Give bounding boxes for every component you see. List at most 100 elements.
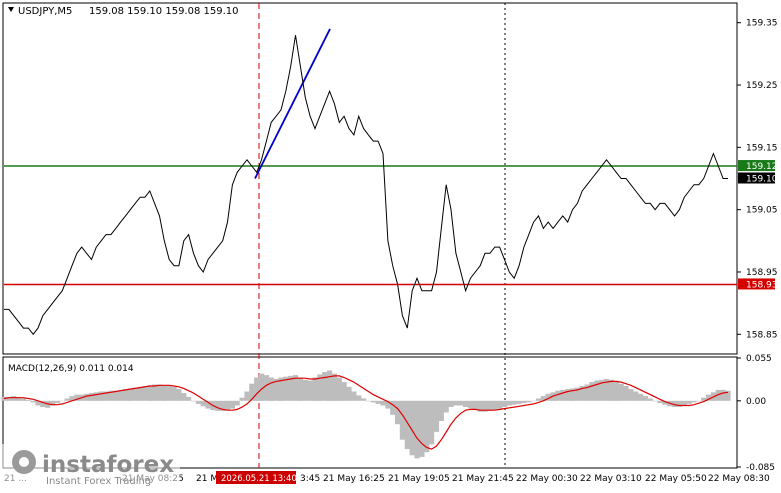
macd-histogram-bar xyxy=(560,389,566,401)
time-axis-label: 21 May 16:25 xyxy=(323,474,385,484)
macd-histogram-bar xyxy=(482,400,488,412)
macd-histogram-bar xyxy=(701,397,707,401)
macd-histogram-bar xyxy=(35,400,41,406)
macd-histogram-bar xyxy=(69,396,75,401)
price-panel-frame xyxy=(2,2,738,355)
macd-histogram-bar xyxy=(103,391,109,401)
macd-histogram-bar xyxy=(195,400,201,404)
macd-histogram-bar xyxy=(429,400,435,445)
macd-histogram-bar xyxy=(16,396,22,401)
macd-histogram-bar xyxy=(171,386,177,401)
macd-histogram-bar xyxy=(516,400,522,404)
macd-histogram-bar xyxy=(628,389,634,401)
instaforex-logo: instaforex Instant Forex Trading xyxy=(0,444,180,489)
axis-layer: 159.35 159.25 159.15 159.05 158.95 158.85 159.… xyxy=(4,19,778,484)
macd-histogram-bar xyxy=(487,400,493,411)
macd-histogram-bar xyxy=(637,393,644,401)
macd-histogram-bar xyxy=(652,400,658,402)
time-axis-label: 21 May 19:05 xyxy=(388,474,450,484)
macd-histogram-bar xyxy=(672,400,678,407)
macd-histogram-bar xyxy=(239,397,245,401)
macd-histogram-bar xyxy=(283,376,289,401)
macd-histogram-bar xyxy=(288,375,294,401)
logo-mark-inner-icon xyxy=(19,457,29,467)
macd-histogram-bar xyxy=(633,391,639,401)
macd-histogram-bar xyxy=(540,396,546,401)
resistance-price-badge-bg xyxy=(738,160,775,172)
price-axis-label: 159.35 xyxy=(746,19,778,29)
macd-histogram-bar xyxy=(594,380,600,401)
macd-histogram-bar xyxy=(642,396,648,401)
macd-histogram-bar xyxy=(618,383,624,401)
macd-histogram-bar xyxy=(399,400,405,440)
macd-histogram-bar xyxy=(307,380,313,401)
symbol-menu-arrow-icon[interactable] xyxy=(8,7,14,12)
support-price-badge-bg xyxy=(738,278,775,290)
price-axis-label: 159.05 xyxy=(746,206,778,216)
macd-histogram-bar xyxy=(472,400,478,411)
macd-histogram-bar xyxy=(176,389,182,401)
macd-histogram-bar xyxy=(569,388,576,401)
macd-histogram-bar xyxy=(88,393,95,401)
macd-histogram-bar xyxy=(351,391,357,401)
macd-histogram-bar xyxy=(25,400,31,401)
macd-histogram-bar xyxy=(317,374,323,401)
resistance-price-badge: 159.12 xyxy=(746,162,778,172)
macd-histogram-bar xyxy=(302,379,308,401)
crosshair-time-badge: 2026.05.21 13:40 xyxy=(221,474,297,484)
macd-histogram-bar xyxy=(603,379,610,401)
macd-histogram-bar xyxy=(477,400,483,412)
macd-histogram-bar xyxy=(278,377,284,401)
macd-histogram-bar xyxy=(375,400,381,404)
current-price-badge-bg xyxy=(738,172,775,184)
macd-axis-label: -0.085 xyxy=(746,463,775,473)
macd-histogram-bar xyxy=(511,400,517,405)
macd-histogram-bar xyxy=(113,390,119,401)
macd-histogram-bar xyxy=(93,392,99,401)
macd-histogram-bar xyxy=(258,373,265,401)
macd-histogram-bar xyxy=(50,400,56,406)
macd-histogram-bar xyxy=(346,386,352,401)
macd-histogram-bar xyxy=(531,400,537,402)
macd-histogram-bar xyxy=(390,400,396,415)
macd-histogram-bar xyxy=(181,393,187,401)
macd-histogram-bar xyxy=(657,400,663,404)
macd-histogram-bar xyxy=(565,389,571,401)
macd-histogram-bar xyxy=(623,386,629,401)
macd-histogram-bar xyxy=(244,391,250,401)
macd-histogram-bar xyxy=(506,400,512,406)
macd-histogram-bar xyxy=(186,396,192,401)
macd-histogram-bar xyxy=(448,400,454,407)
macd-histogram-bar xyxy=(467,400,474,409)
macd-histogram-bar xyxy=(229,400,235,409)
macd-histogram-bar xyxy=(118,389,124,401)
macd-histogram-bar xyxy=(589,382,595,401)
macd-histogram-bar xyxy=(205,400,211,409)
macd-histogram-bar xyxy=(200,400,206,407)
macd-histogram-bar xyxy=(574,387,580,401)
macd-histogram-bar xyxy=(720,389,726,401)
macd-histogram-bar xyxy=(526,400,532,403)
macd-histogram-bar xyxy=(268,377,274,401)
macd-histogram-bar xyxy=(438,400,444,421)
macd-histogram-bar xyxy=(84,393,90,401)
current-price-badge: 159.10 xyxy=(746,175,778,185)
macd-histogram-bar xyxy=(74,394,80,401)
macd-histogram-bar xyxy=(662,400,668,405)
macd-histogram-bar xyxy=(122,389,129,401)
price-axis-label: 158.85 xyxy=(746,330,778,340)
macd-histogram-bar xyxy=(613,381,619,401)
macd-histogram-bar xyxy=(220,400,226,411)
macd-histogram-bar xyxy=(676,400,682,407)
macd-histogram-bar xyxy=(681,400,687,406)
support-price-badge: 158.93 xyxy=(746,280,778,290)
time-axis-label: 21 M xyxy=(196,474,218,484)
macd-histogram-bar xyxy=(453,400,459,406)
macd-histogram-bar xyxy=(297,377,303,401)
macd-histogram-bar xyxy=(647,398,653,401)
macd-histogram-bar xyxy=(98,391,104,401)
macd-histogram-bar xyxy=(725,390,731,401)
macd-histogram-bar xyxy=(273,379,279,401)
